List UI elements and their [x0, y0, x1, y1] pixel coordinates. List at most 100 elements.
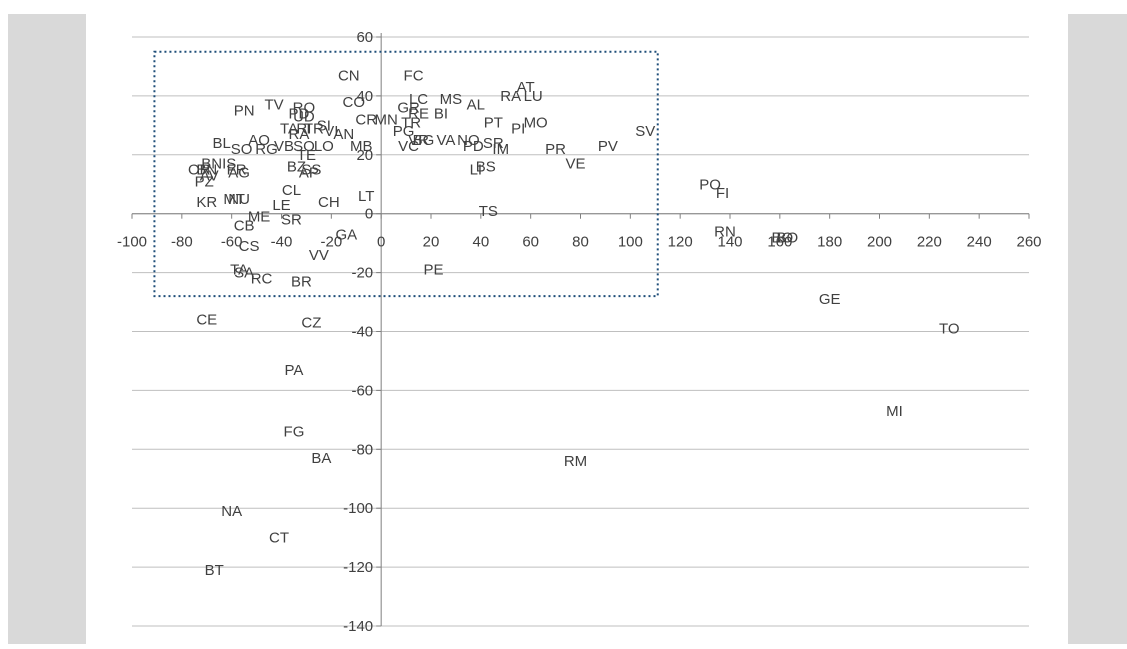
point-label: AG [228, 164, 250, 181]
point-label: AL [467, 97, 485, 114]
x-tick-label: 80 [572, 234, 589, 251]
point-label: MO [524, 114, 548, 131]
tick-labels: -100 -80 -60 -40 -20 0 20 40 60 80 100 120 140 160 180… [117, 29, 1042, 635]
y-tick-label: -60 [351, 382, 373, 399]
point-label: AP [299, 164, 319, 181]
point-label: VI [324, 123, 338, 140]
y-tick-label: -120 [343, 559, 373, 576]
point-label: LO [314, 138, 334, 155]
point-label: VR [408, 132, 429, 149]
point-label: TE [297, 147, 316, 164]
point-label: BN [196, 162, 217, 179]
point-label: LC [409, 91, 428, 108]
point-label: TO [939, 321, 960, 338]
point-label: PZ [195, 173, 214, 190]
point-label: OR [188, 162, 211, 179]
point-label: PO [699, 176, 721, 193]
y-tick-label: 40 [356, 88, 373, 105]
x-tick-label: -20 [320, 234, 342, 251]
point-label: PI [511, 120, 525, 137]
point-label: BS [476, 159, 496, 176]
point-label: CB [234, 217, 255, 234]
point-label: NO [457, 132, 480, 149]
x-tick-label: 60 [522, 234, 539, 251]
point-label: RC [251, 270, 273, 287]
point-label: FC [404, 67, 424, 84]
point-label: FR [227, 162, 247, 179]
point-label: SI [317, 117, 331, 134]
point-label: SO [293, 138, 315, 155]
x-tick-label: 220 [917, 234, 942, 251]
y-tick-label: 60 [356, 29, 373, 46]
x-tick-label: -40 [271, 234, 293, 251]
point-label: CR [355, 111, 377, 128]
y-tick-label: 20 [356, 147, 373, 164]
x-tick-label: 260 [1016, 234, 1041, 251]
point-label: BT [205, 562, 224, 579]
x-tick-label: -60 [221, 234, 243, 251]
point-label: TR [401, 114, 421, 131]
axes [131, 33, 1030, 627]
x-tick-label: 140 [717, 234, 742, 251]
point-label: TR [304, 120, 324, 137]
x-tick-label: 200 [867, 234, 892, 251]
x-tick-label: 100 [618, 234, 643, 251]
point-label: GR [397, 100, 420, 117]
point-label: VA [436, 132, 455, 149]
point-label: RO [293, 100, 316, 117]
point-label: SA [234, 265, 254, 282]
point-label: FG [284, 424, 305, 441]
point-label: BA [311, 450, 331, 467]
point-label: PV [598, 138, 618, 155]
point-label: VE [566, 156, 586, 173]
point-label: VC [398, 138, 419, 155]
point-label: AO [248, 132, 270, 149]
point-label: RE [408, 106, 429, 123]
point-label: SO [231, 141, 253, 158]
point-label: PN [234, 103, 255, 120]
point-label: BR [291, 273, 312, 290]
point-label: AV [200, 167, 219, 184]
plot-area [86, 14, 1068, 644]
point-label: TA [230, 262, 248, 279]
point-label: SR [281, 212, 302, 229]
point-label: PE [423, 262, 443, 279]
y-tick-label: -40 [351, 324, 373, 341]
point-label: RG [255, 141, 278, 158]
point-label: CZ [301, 315, 321, 332]
point-label: IM [492, 141, 509, 158]
x-tick-label: -80 [171, 234, 193, 251]
point-label: KR [196, 194, 217, 211]
point-label: AT [517, 79, 535, 96]
point-label: SS [301, 162, 321, 179]
point-label: BZ [287, 159, 306, 176]
highlight-rectangle [153, 50, 659, 298]
point-label: LE [272, 197, 290, 214]
point-label: BO [776, 229, 798, 246]
point-label: VB [274, 138, 294, 155]
point-label: PR [545, 141, 566, 158]
point-label: CS [239, 238, 260, 255]
point-label: MS [440, 91, 463, 108]
point-label: BN [201, 156, 222, 173]
point-label: LT [358, 188, 374, 205]
point-label: PT [484, 114, 503, 131]
point-label: SR [483, 135, 504, 152]
point-label: CT [269, 530, 289, 547]
x-tick-label: 240 [967, 234, 992, 251]
x-tick-label: 0 [377, 234, 385, 251]
point-label: SV [635, 123, 655, 140]
point-label: RI [296, 120, 311, 137]
point-label: LI [470, 162, 483, 179]
point-label: MI [886, 403, 903, 420]
point-label: IS [222, 156, 236, 173]
y-tick-label: -20 [351, 265, 373, 282]
point-label: CH [318, 194, 340, 211]
point-label: CO [343, 94, 366, 111]
point-label: GE [819, 291, 841, 308]
y-tick-label: 0 [365, 206, 373, 223]
point-label: AN [333, 126, 354, 143]
